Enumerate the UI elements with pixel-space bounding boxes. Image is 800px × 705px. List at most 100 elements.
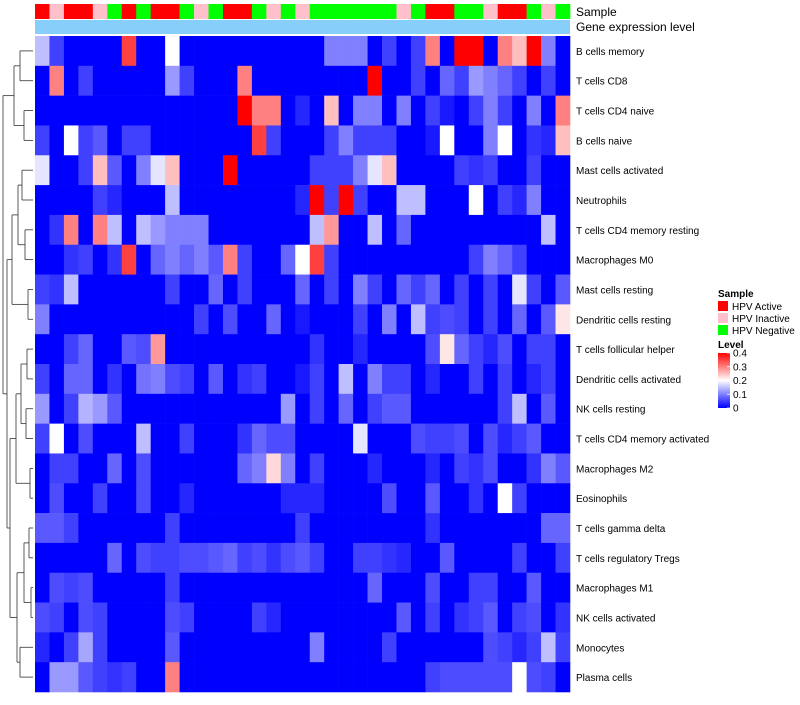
heatmap-cell [35, 334, 50, 365]
heatmap-cell [237, 185, 253, 216]
heatmap-cell [425, 572, 441, 603]
heatmap-cell [179, 125, 195, 156]
heatmap-cell [295, 513, 311, 544]
heatmap-cell [468, 244, 484, 275]
heatmap-cell [382, 36, 397, 67]
heatmap-cell [309, 244, 325, 275]
heatmap-cell [150, 662, 166, 693]
legend-sample-label: HPV Active [732, 302, 782, 313]
heatmap-cell [483, 155, 499, 186]
heatmap-cell [92, 274, 108, 305]
expression-annotation-label: Gene expression level [576, 20, 695, 34]
heatmap-cell [266, 65, 282, 96]
heatmap-cell [541, 602, 556, 633]
heatmap-cell [295, 334, 311, 365]
heatmap-cell [266, 185, 282, 216]
heatmap-cell [353, 214, 368, 246]
heatmap-cell [309, 304, 325, 335]
heatmap-cell [454, 274, 470, 305]
heatmap-cell [439, 662, 455, 693]
heatmap-cell [541, 65, 556, 96]
heatmap-cell [338, 393, 354, 424]
heatmap-cell [35, 125, 50, 156]
heatmap-cell [512, 155, 527, 186]
heatmap-cell [324, 483, 339, 514]
heatmap-cell [251, 572, 267, 603]
heatmap-cell [425, 274, 441, 305]
heatmap-cell [353, 423, 368, 454]
heatmap-cell [353, 542, 368, 574]
heatmap-cell [194, 632, 209, 663]
heatmap-cell [353, 185, 368, 216]
heatmap-cell [353, 513, 368, 544]
heatmap-cell [63, 393, 79, 424]
heatmap-cell [194, 423, 209, 454]
heatmap-cell [121, 453, 137, 484]
heatmap-cell [497, 602, 513, 633]
heatmap-cell [526, 155, 542, 186]
heatmap-cell [208, 513, 224, 544]
heatmap-cell [468, 36, 484, 67]
heatmap-cell [251, 304, 267, 335]
heatmap-cell [338, 95, 354, 126]
heatmap-cell [382, 155, 397, 186]
heatmap-cell [165, 214, 180, 246]
heatmap-cell [78, 393, 94, 424]
heatmap-cell [266, 453, 282, 484]
heatmap-cell [121, 393, 137, 424]
heatmap-cell [454, 483, 470, 514]
heatmap-cell [35, 483, 50, 514]
heatmap-cell [483, 542, 499, 574]
heatmap-cell [49, 602, 65, 633]
heatmap-cell [280, 364, 296, 395]
heatmap-cell [222, 125, 238, 156]
heatmap-cell [295, 602, 311, 633]
heatmap-cell [251, 542, 267, 574]
heatmap-cell [266, 304, 282, 335]
heatmap-cell [179, 334, 195, 365]
heatmap-cell [324, 364, 339, 395]
heatmap-cell [367, 334, 383, 365]
heatmap-cell [280, 244, 296, 275]
heatmap-cell [353, 483, 368, 514]
heatmap-cell [63, 95, 79, 126]
heatmap-cell [78, 185, 94, 216]
heatmap-cell [49, 214, 65, 246]
heatmap-cell [150, 602, 166, 633]
heatmap-cell [150, 393, 166, 424]
sample-annotation-cell [410, 4, 426, 19]
heatmap-cell [338, 334, 354, 365]
heatmap-cell [295, 304, 311, 335]
heatmap-cell [295, 244, 311, 275]
heatmap-cell [92, 125, 108, 156]
heatmap-cell [251, 483, 267, 514]
sample-annotation-cell [136, 4, 151, 19]
heatmap-cell [222, 274, 238, 305]
heatmap-cell [324, 95, 339, 126]
sample-annotation-cell [280, 4, 296, 19]
heatmap-cell [49, 632, 65, 663]
heatmap-cell [194, 334, 209, 365]
heatmap-cell [425, 393, 441, 424]
heatmap-cell [353, 334, 368, 365]
heatmap-cell [382, 364, 397, 395]
heatmap-cell [410, 185, 426, 216]
row-label: Dendritic cells resting [576, 315, 671, 326]
heatmap-cell [309, 572, 325, 603]
sample-annotation-cell [555, 4, 571, 19]
heatmap-cell [251, 274, 267, 305]
heatmap-cell [107, 364, 123, 395]
heatmap-cell [280, 65, 296, 96]
heatmap-cell [382, 65, 397, 96]
heatmap-cell [512, 274, 527, 305]
heatmap-cell [324, 155, 339, 186]
heatmap-cell [483, 65, 499, 96]
sample-annotation-cell [194, 4, 209, 19]
heatmap-cell [410, 155, 426, 186]
heatmap-cell [208, 125, 224, 156]
heatmap-cell [49, 662, 65, 693]
heatmap-cell [338, 155, 354, 186]
heatmap-cell [208, 572, 224, 603]
heatmap-cell [78, 364, 94, 395]
heatmap-cell [295, 65, 311, 96]
